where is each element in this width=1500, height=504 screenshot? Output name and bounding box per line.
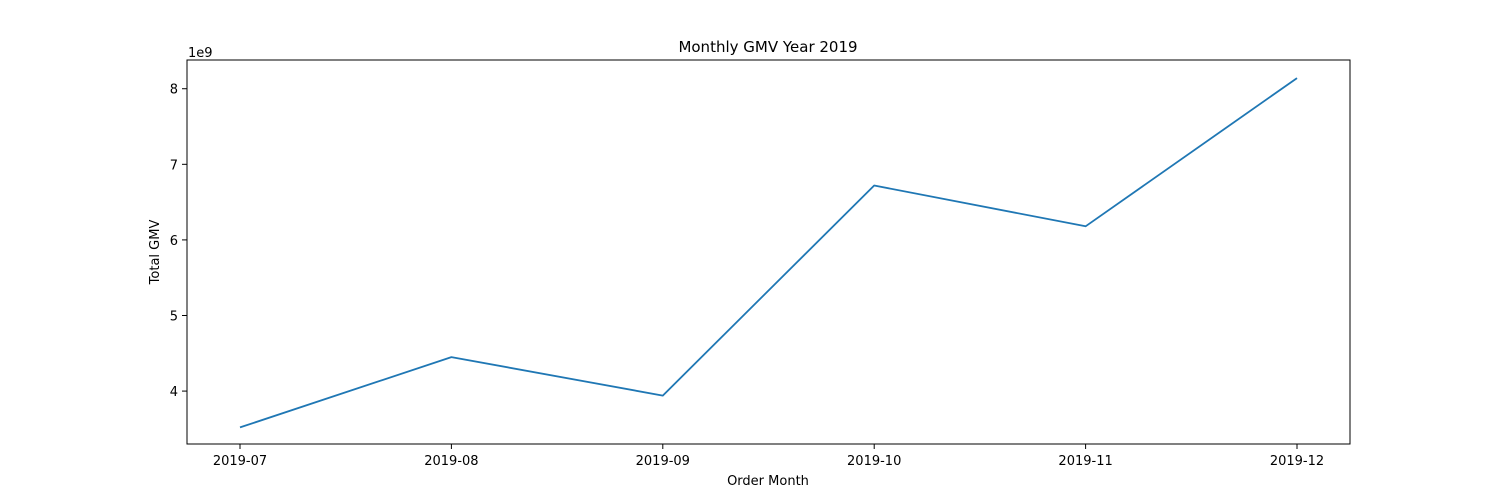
chart-title: Monthly GMV Year 2019	[678, 38, 857, 56]
x-tick-label: 2019-07	[213, 454, 267, 469]
x-tick-label: 2019-08	[424, 454, 478, 469]
y-tick-label: 5	[170, 309, 178, 324]
plot-frame	[186, 59, 1351, 445]
y-tick-label: 7	[170, 158, 178, 173]
x-axis-label: Order Month	[727, 474, 809, 489]
x-tick-label: 2019-11	[1058, 454, 1112, 469]
x-tick-label: 2019-09	[636, 454, 690, 469]
series-line	[239, 77, 1298, 429]
y-tick-label: 6	[170, 234, 178, 249]
plot-area: 2019-07 2019-08 2019-09 2019-10 2019-11 2019-…	[170, 59, 1351, 469]
y-tick-label: 8	[170, 83, 178, 98]
y-axis-scale-label: 1e9	[188, 46, 213, 61]
x-tick-label: 2019-10	[847, 454, 901, 469]
x-tick-label: 2019-12	[1270, 454, 1324, 469]
y-tick-label: 4	[170, 385, 178, 400]
y-axis-label: Total GMV	[148, 220, 163, 286]
